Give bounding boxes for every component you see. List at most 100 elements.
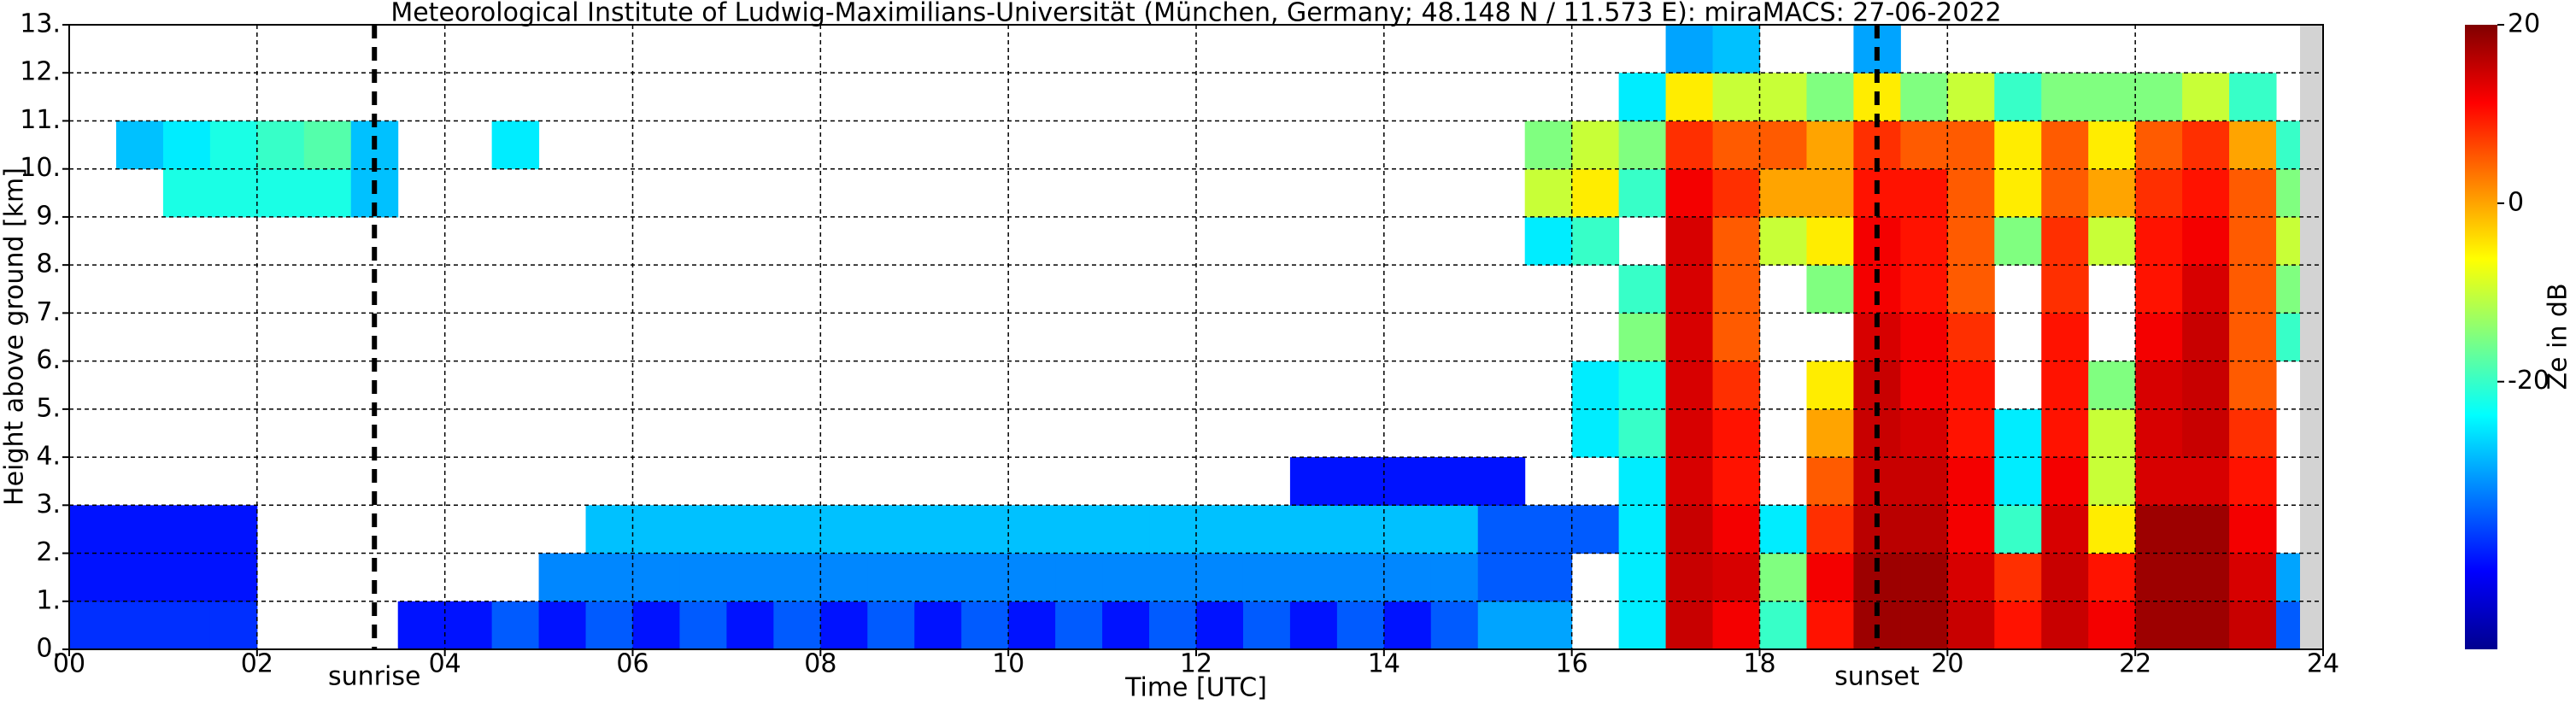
heat-cell [961, 553, 1009, 602]
y-tick-label: 1. [36, 585, 61, 615]
heat-cell [2182, 313, 2230, 362]
y-tick-label: 6. [36, 345, 61, 375]
heat-cell [209, 168, 258, 218]
y-tick-label: 0. [36, 634, 61, 664]
heat-cell [1524, 601, 1573, 650]
event-label: sunset [1834, 662, 1920, 692]
heat-cell [1900, 216, 1948, 266]
heat-cell [1806, 601, 1854, 650]
heat-cell [1759, 601, 1807, 650]
heat-cell [1149, 505, 1197, 554]
heat-cell [1947, 216, 1995, 266]
x-tick-label: 04 [429, 649, 461, 679]
heat-cell [1289, 601, 1338, 650]
heat-cell [1383, 553, 1432, 602]
chart-title: Meteorological Institute of Ludwig-Maxim… [390, 0, 2001, 28]
heat-cell [1571, 505, 1620, 554]
heat-cell [2088, 168, 2136, 218]
heat-cell [209, 601, 258, 650]
heat-cell [2182, 216, 2230, 266]
heat-cell [1759, 216, 1807, 266]
heat-cell [2135, 408, 2183, 458]
heat-cell [1289, 505, 1338, 554]
heat-cell [1524, 168, 1573, 218]
heat-cell [1242, 601, 1291, 650]
heat-cell [2182, 408, 2230, 458]
heat-cell [1947, 120, 1995, 170]
heat-cell [1806, 168, 1854, 218]
heat-cell [632, 553, 680, 602]
y-tick-label: 12. [20, 57, 61, 87]
y-tick-label: 4. [36, 442, 61, 472]
heat-cell [2041, 73, 2089, 121]
heat-cell [1712, 168, 1760, 218]
heat-cell [1102, 601, 1150, 650]
x-tick-label: 02 [241, 649, 273, 679]
heat-cell [2088, 120, 2136, 170]
heat-cell [1806, 265, 1854, 314]
heat-cell [1102, 553, 1150, 602]
heat-cell [1994, 408, 2042, 458]
heat-cell [1242, 553, 1291, 602]
heat-cell [1806, 505, 1854, 554]
heat-cell [538, 601, 587, 650]
heat-cell [1806, 120, 1854, 170]
heat-cell [69, 505, 117, 554]
heat-cell [726, 505, 774, 554]
heat-cell [2135, 73, 2183, 121]
heat-cell [2182, 505, 2230, 554]
heat-cell [585, 553, 633, 602]
heat-cell [961, 601, 1009, 650]
heat-cell [2229, 408, 2277, 458]
heat-cell [1994, 601, 2042, 650]
heat-cell [256, 120, 305, 170]
heat-cell [1665, 313, 1714, 362]
heat-cell [726, 553, 774, 602]
heat-cell [2135, 601, 2183, 650]
heat-cell [1618, 313, 1667, 362]
heat-cell [1712, 216, 1760, 266]
heat-cell [1947, 505, 1995, 554]
heat-cell [2041, 601, 2089, 650]
heat-cell [1947, 408, 1995, 458]
heat-cell [1759, 505, 1807, 554]
heat-cell [2135, 457, 2183, 506]
x-tick-label: 16 [1556, 649, 1588, 679]
heat-cell [2135, 120, 2183, 170]
heat-cell [1759, 553, 1807, 602]
heat-cell [162, 505, 211, 554]
heat-cell [1336, 505, 1385, 554]
heat-cell [1665, 408, 1714, 458]
y-tick-label: 5. [36, 393, 61, 423]
heat-cell [1806, 457, 1854, 506]
heat-cell [1618, 120, 1667, 170]
heat-cell [1947, 457, 1995, 506]
y-tick-label: 2. [36, 537, 61, 567]
heat-cell [1008, 553, 1056, 602]
heat-cell [773, 553, 821, 602]
heat-cell [2088, 73, 2136, 121]
heat-cell [1806, 553, 1854, 602]
heat-cell [1712, 457, 1760, 506]
heat-cell [1008, 601, 1056, 650]
heat-cell [1477, 505, 1526, 554]
heat-cell [2088, 361, 2136, 410]
heat-cell [2182, 265, 2230, 314]
heat-cell [1994, 216, 2042, 266]
heat-cell [1571, 216, 1620, 266]
colorbar [2465, 25, 2497, 649]
heat-cell [1383, 601, 1432, 650]
heat-cell [2041, 265, 2089, 314]
colorbar-tick-label: -20 [2508, 366, 2550, 396]
heat-cell [1618, 408, 1667, 458]
heat-cell [1994, 457, 2042, 506]
heat-cell [2041, 457, 2089, 506]
heat-cell [1618, 505, 1667, 554]
heat-cell [2135, 313, 2183, 362]
heat-cell [2229, 313, 2277, 362]
heat-cell [1712, 120, 1760, 170]
heat-cell [1759, 73, 1807, 121]
heat-cell [1900, 457, 1948, 506]
heat-cell [2229, 601, 2277, 650]
